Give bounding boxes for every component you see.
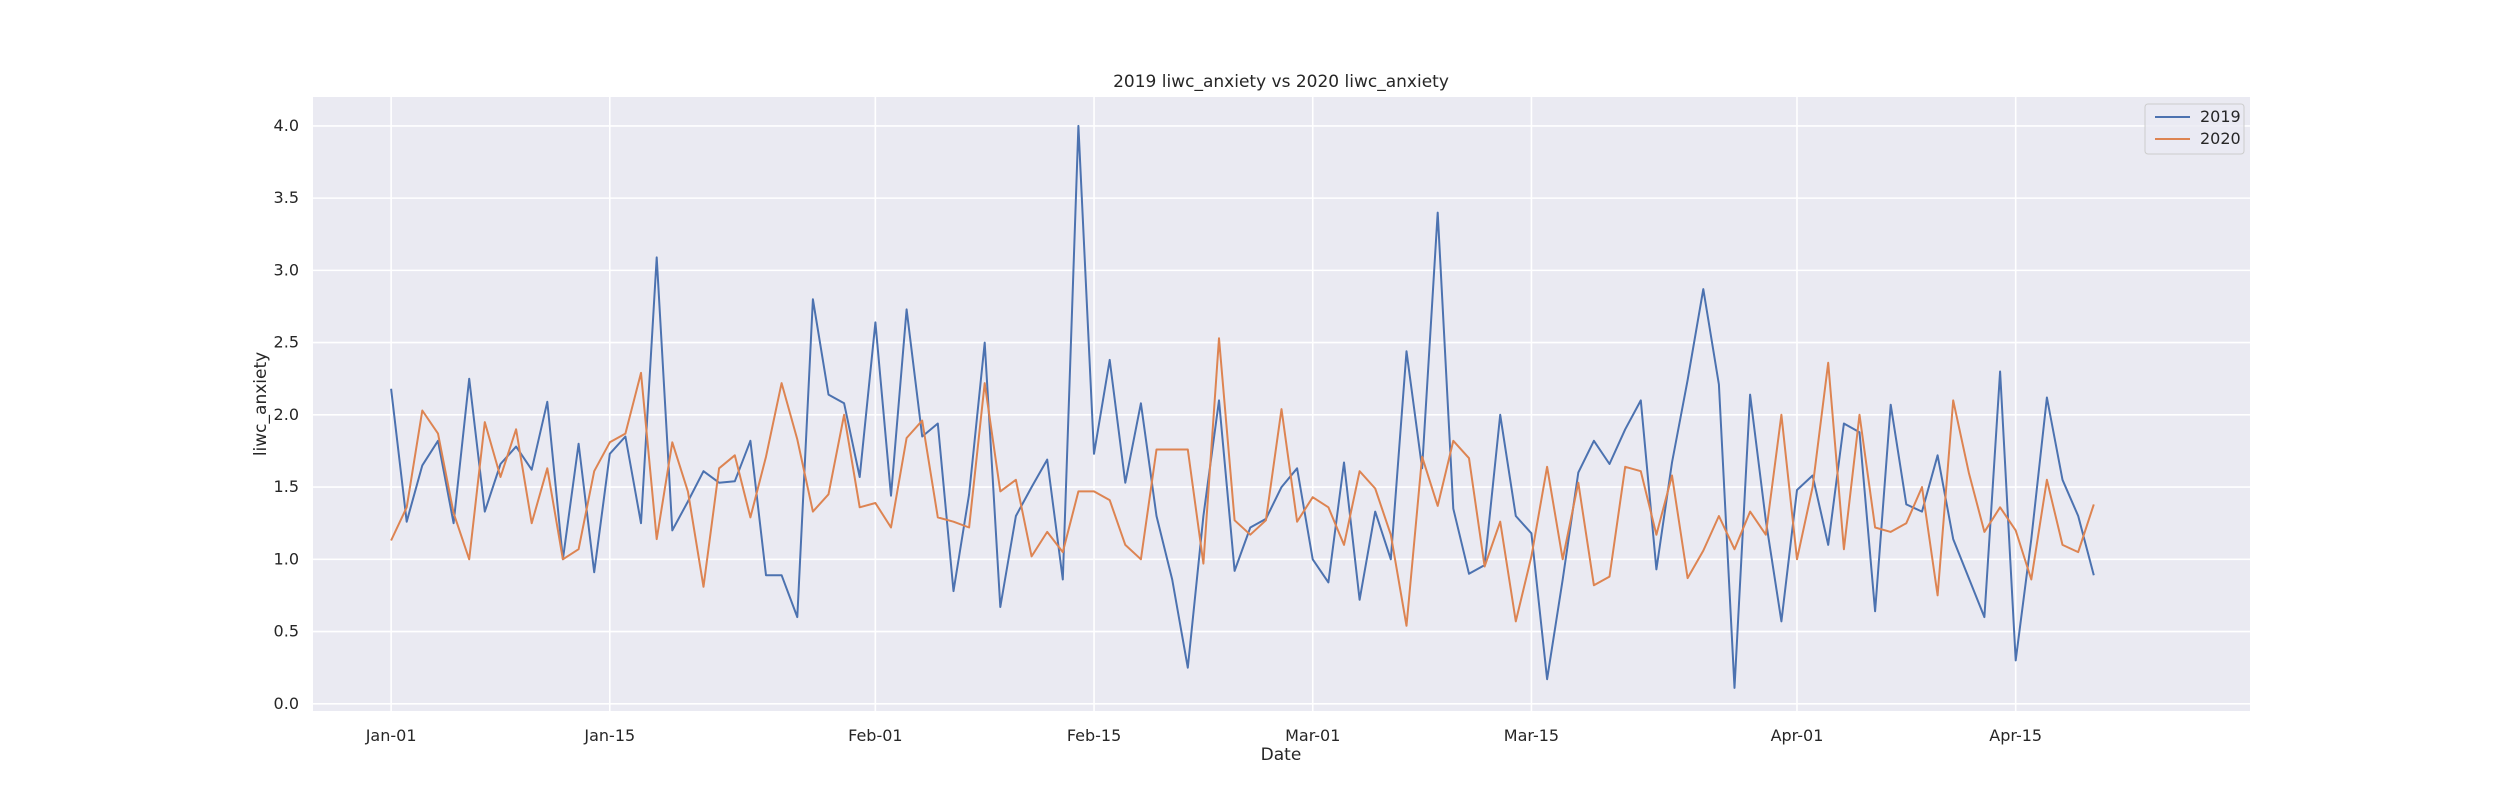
x-tick-label: Mar-01: [1285, 726, 1340, 745]
legend-label-2020: 2020: [2200, 129, 2241, 148]
y-tick-label: 2.5: [274, 333, 299, 352]
x-gridlines: [390, 97, 2017, 711]
x-tick-label: Apr-15: [1989, 726, 2042, 745]
plot-area-background: [313, 97, 2250, 711]
x-tick-labels: Jan-01 Jan-15 Feb-01 Feb-15 Mar-01 Mar-15 Apr-…: [365, 726, 2042, 745]
legend: 2019 2020: [2144, 103, 2245, 155]
x-tick-label: Feb-01: [848, 726, 902, 745]
y-tick-label: 1.0: [274, 549, 299, 568]
legend-label-2019: 2019: [2200, 107, 2241, 126]
y-tick-label: 0.0: [274, 694, 299, 713]
series-line-2020: [390, 337, 2095, 627]
y-axis-label: liwc_anxiety: [251, 352, 271, 456]
x-tick-label: Jan-15: [583, 726, 635, 745]
y-tick-label: 3.0: [274, 260, 299, 279]
y-tick-label: 4.0: [274, 116, 299, 135]
y-tick-labels: 0.0 0.5 1.0 1.5 2.0 2.5 3.0 3.5 4.0: [274, 116, 299, 713]
chart-title: 2019 liwc_anxiety vs 2020 liwc_anxiety: [1113, 72, 1449, 92]
y-tick-label: 2.0: [274, 405, 299, 424]
y-tick-label: 0.5: [274, 622, 299, 641]
y-tick-label: 1.5: [274, 477, 299, 496]
x-tick-label: Apr-01: [1771, 726, 1824, 745]
x-tick-label: Jan-01: [365, 726, 417, 745]
x-tick-label: Feb-15: [1067, 726, 1121, 745]
series-line-2019: [390, 124, 2095, 689]
y-tick-label: 3.5: [274, 188, 299, 207]
x-axis-label: Date: [1261, 745, 1302, 765]
x-tick-label: Mar-15: [1504, 726, 1559, 745]
series-lines: [390, 124, 2095, 689]
